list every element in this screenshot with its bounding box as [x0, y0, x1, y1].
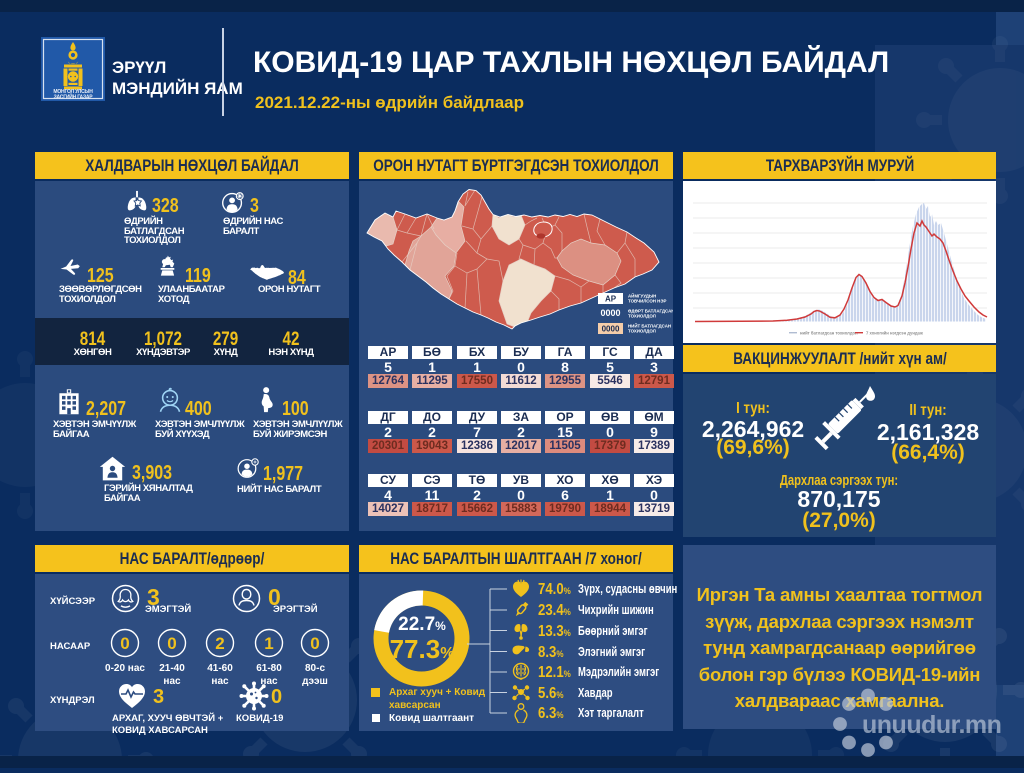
svg-text:ТОВЧИЛСОН НЭР: ТОВЧИЛСОН НЭР: [628, 299, 666, 304]
svg-text:ТОХИОЛДОЛ: ТОХИОЛДОЛ: [628, 329, 656, 334]
svg-text:0000: 0000: [602, 325, 620, 334]
svg-text:7 хоногийн нэгдсэн дундаж: 7 хоногийн нэгдсэн дундаж: [866, 331, 923, 336]
svg-text:ТОХИОЛДОЛ: ТОХИОЛДОЛ: [628, 314, 656, 319]
svg-text:НИЙТ БАТЛАГДСАН: НИЙТ БАТЛАГДСАН: [628, 324, 671, 329]
svg-text:АЙМГУУДЫН: АЙМГУУДЫН: [628, 294, 656, 299]
svg-text:ЗАСГИЙН ГАЗАР: ЗАСГИЙН ГАЗАР: [54, 93, 94, 101]
svg-text:нийт батлагдсан тохиолдол: нийт батлагдсан тохиолдол: [800, 331, 858, 336]
svg-text:unuudur.mn: unuudur.mn: [862, 711, 1001, 739]
svg-text:АР: АР: [605, 295, 617, 304]
svg-text:ӨДӨРТ БАТЛАГДСАН: ӨДӨРТ БАТЛАГДСАН: [628, 309, 673, 314]
svg-text:МОНГОЛ УЛСЫН: МОНГОЛ УЛСЫН: [53, 89, 93, 95]
svg-text:0000: 0000: [600, 308, 620, 318]
